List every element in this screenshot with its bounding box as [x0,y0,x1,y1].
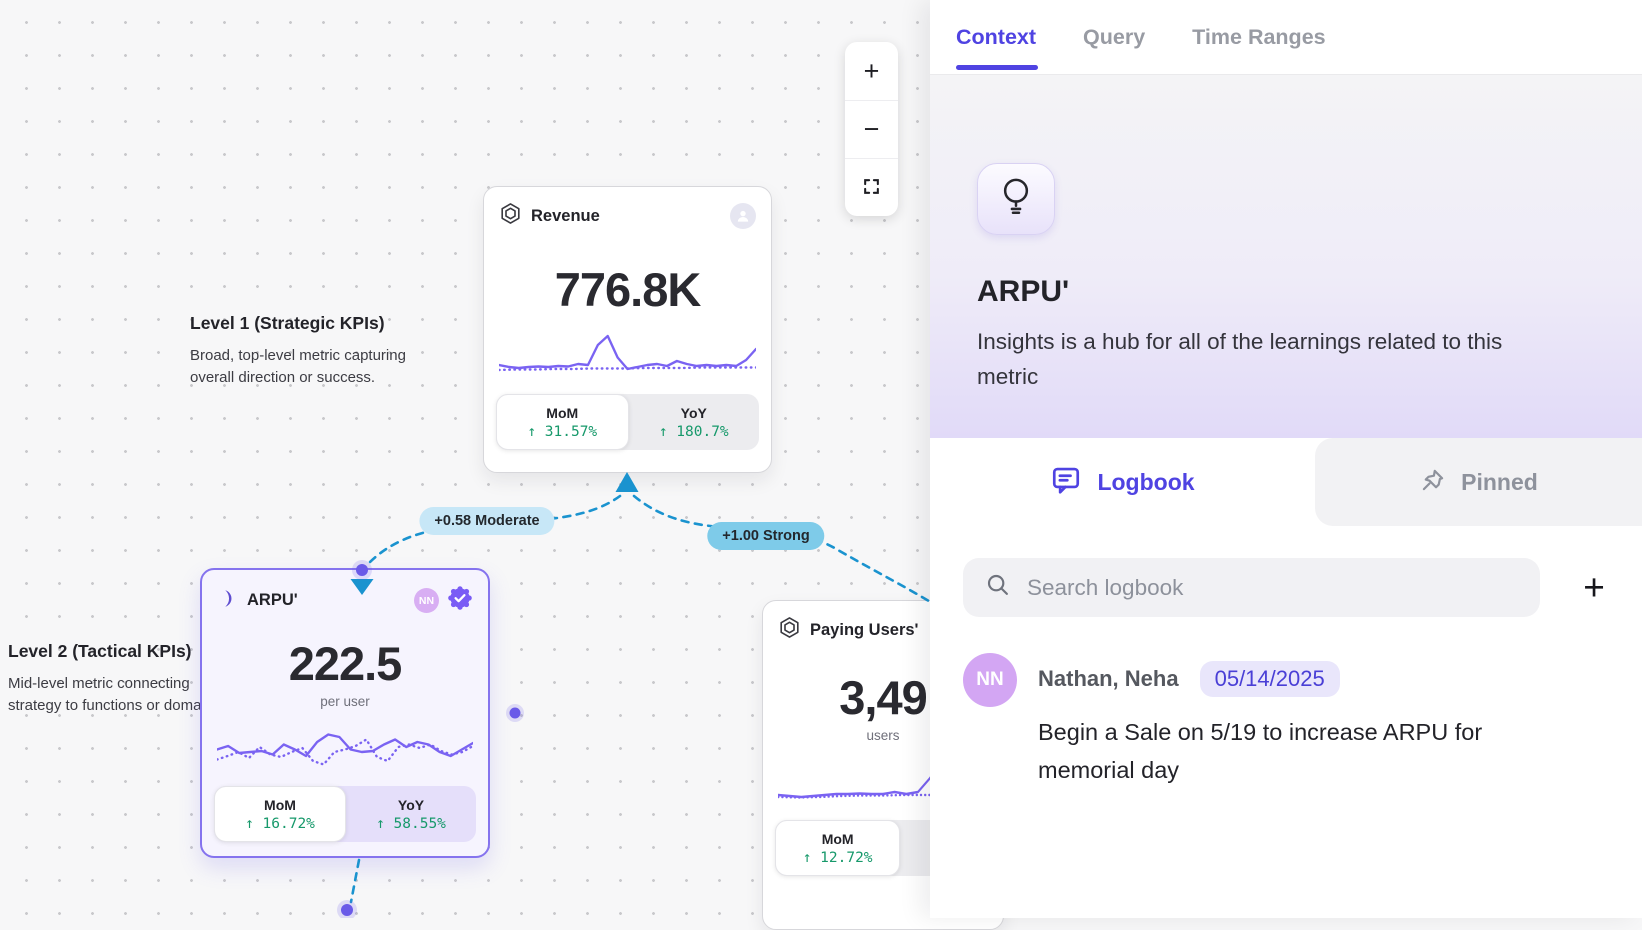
mom-toggle[interactable]: MoM ↑ 31.57% [496,394,629,450]
level-1-title: Level 1 (Strategic KPIs) [190,313,406,334]
zoom-in-button[interactable]: + [845,42,898,100]
card-title: Paying Users' [810,621,918,640]
metric-description: Insights is a hub for all of the learnin… [977,324,1557,394]
canvas-zoom-toolbar: + − [845,42,898,216]
mom-value: ↑ 31.57% [527,424,597,440]
yoy-label: YoY [398,797,424,813]
connection-handle[interactable] [341,904,353,916]
metric-value: 776.8K [484,262,771,317]
hexagon-badge-icon [499,202,522,230]
verified-badge-icon [447,585,473,616]
connection-handle[interactable] [510,708,521,719]
sparkline-chart [499,329,756,381]
search-icon [985,572,1011,603]
zoom-out-button[interactable]: − [845,100,898,158]
mom-label: MoM [822,831,854,847]
level-1-description-line: Broad, top-level metric capturing [190,345,406,367]
correlation-label-moderate: +0.58 Moderate [419,507,554,535]
entry-author-avatar: NN [963,653,1017,707]
crescent-icon [217,588,238,614]
yoy-toggle[interactable]: YoY ↑ 58.55% [346,786,476,842]
yoy-label: YoY [681,405,707,421]
level-2-description: Mid-level metric connecting strategy to … [8,673,225,717]
logbook-entry[interactable]: NN Nathan, Neha 05/14/2025 Begin a Sale … [963,653,1617,789]
connection-handle-halo [337,900,357,918]
logbook-search-box[interactable] [963,558,1540,617]
pushpin-icon [1419,466,1447,499]
context-side-panel: Context Query Time Ranges ARPU' Insights… [930,0,1642,918]
level-2-description-line: Mid-level metric connecting [8,673,225,695]
fit-view-button[interactable] [845,158,898,216]
level-1-annotation: Level 1 (Strategic KPIs) Broad, top-leve… [190,313,406,389]
tab-time-ranges[interactable]: Time Ranges [1192,0,1325,74]
fullscreen-icon [862,172,881,203]
metric-name-heading: ARPU' [977,275,1642,309]
arrowhead-up-icon [616,472,639,492]
mom-value: ↑ 12.72% [803,850,873,866]
level-2-annotation: Level 2 (Tactical KPIs) Mid-level metric… [8,641,225,717]
correlation-label-strong: +1.00 Strong [707,522,824,550]
card-title: Revenue [531,207,600,226]
level-2-description-line: strategy to functions or domains. [8,695,225,717]
add-logbook-entry-button[interactable]: + [1571,565,1617,611]
owner-avatar-icon[interactable] [730,203,756,229]
metric-value: 222.5 [202,636,488,691]
mom-toggle[interactable]: MoM ↑ 16.72% [214,786,346,842]
entry-body: Nathan, Neha 05/14/2025 Begin a Sale on … [1038,653,1543,789]
metric-footer: MoM ↑ 31.57% YoY ↑ 180.7% [496,394,759,450]
tab-context[interactable]: Context [956,0,1036,74]
edge-arpu-down [351,860,359,902]
metric-card-revenue[interactable]: Revenue 776.8K MoM ↑ 31.57% YoY ↑ 180.7% [483,186,772,473]
insight-icon-container [977,163,1055,235]
logbook-search-row: + [963,558,1617,617]
search-input[interactable] [1027,575,1507,601]
yoy-value: ↑ 180.7% [659,424,729,440]
logbook-tab-label: Logbook [1097,469,1194,496]
metric-footer: MoM ↑ 16.72% YoY ↑ 58.55% [214,786,476,842]
level-1-description-line: overall direction or success. [190,367,406,389]
entry-date-badge: 05/14/2025 [1200,661,1340,697]
card-title: ARPU' [247,591,298,610]
tab-logbook[interactable]: Logbook [930,438,1315,526]
level-2-title: Level 2 (Tactical KPIs) [8,641,225,662]
mom-label: MoM [546,405,578,421]
yoy-value: ↑ 58.55% [376,816,446,832]
panel-tab-bar: Context Query Time Ranges [930,0,1642,75]
mom-toggle[interactable]: MoM ↑ 12.72% [775,820,900,876]
logbook-pinned-tabs: Logbook Pinned [930,438,1642,526]
connection-handle-halo [506,704,524,722]
collaborator-avatar[interactable]: NN [414,588,439,613]
hexagon-badge-icon [778,616,801,644]
mom-value: ↑ 16.72% [245,816,315,832]
level-1-description: Broad, top-level metric capturing overal… [190,345,406,389]
metric-card-arpu[interactable]: ARPU' NN 222.5 [200,568,490,858]
metric-unit: per user [202,694,488,709]
metric-context-header: ARPU' Insights is a hub for all of the l… [930,75,1642,438]
pinned-tab-label: Pinned [1461,469,1538,496]
tab-pinned[interactable]: Pinned [1315,438,1642,526]
entry-author-name: Nathan, Neha [1038,666,1179,692]
yoy-toggle[interactable]: YoY ↑ 180.7% [629,394,760,450]
tab-query[interactable]: Query [1083,0,1145,74]
logbook-comment-icon [1050,464,1082,501]
lightbulb-icon [997,175,1035,224]
mom-label: MoM [264,797,296,813]
sparkline-chart [217,721,473,773]
entry-text: Begin a Sale on 5/19 to increase ARPU fo… [1038,713,1543,789]
